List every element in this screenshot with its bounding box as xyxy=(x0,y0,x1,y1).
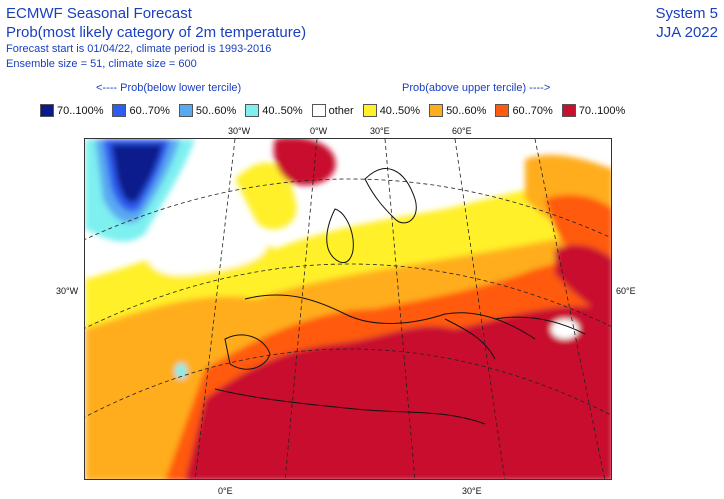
legend-above-heading: Prob(above upper tercile) ----> xyxy=(402,82,551,94)
system-label: System 5 xyxy=(655,5,718,22)
coast-iberia xyxy=(224,334,271,370)
lat-label-left-30w: 30°W xyxy=(56,286,79,296)
lon-label-bottom-0e: 0°E xyxy=(218,486,233,496)
color-legend: 70..100% 60..70% 50..60% 40..50% other 4… xyxy=(40,104,634,117)
region-blue-70 xyxy=(111,144,163,203)
coast-scandinavia xyxy=(364,168,417,224)
graticule xyxy=(85,139,611,479)
legend-label: 40..50% xyxy=(262,104,303,117)
graticule-line xyxy=(194,139,236,479)
region-red-south xyxy=(185,306,611,479)
ensemble-info: Ensemble size = 51, climate size = 600 xyxy=(6,58,197,70)
legend-swatch xyxy=(178,104,193,117)
legend-label: 70..100% xyxy=(578,104,626,117)
region-white-hole xyxy=(551,319,579,339)
legend-swatch xyxy=(112,104,127,117)
legend-label: 50..60% xyxy=(195,104,237,117)
region-cyan-spot xyxy=(175,363,187,379)
season-label: JJA 2022 xyxy=(656,24,718,41)
lon-label-top-60e: 60°E xyxy=(452,126,472,136)
map-canvas xyxy=(85,139,611,479)
legend-item: 50..60% xyxy=(429,104,486,117)
legend-swatch xyxy=(40,104,54,117)
coast-black-sea xyxy=(494,316,586,335)
probability-field xyxy=(85,139,611,479)
graticule-line xyxy=(85,348,611,418)
legend-item: 50..60% xyxy=(178,104,237,117)
forecast-map xyxy=(84,138,612,480)
coastlines xyxy=(214,168,586,425)
coast-balkans xyxy=(444,318,496,360)
legend-swatch xyxy=(362,104,377,117)
lon-label-top-0: 0°W xyxy=(310,126,328,136)
coast-north-africa xyxy=(214,388,486,425)
lon-label-top-30w: 30°W xyxy=(228,126,251,136)
legend-item: 60..70% xyxy=(495,104,553,117)
coast-mediterranean-north xyxy=(244,294,536,340)
legend-swatch xyxy=(245,104,260,117)
lon-label-top-30e: 30°E xyxy=(370,126,390,136)
legend-item: 70..100% xyxy=(561,104,626,117)
region-yellow-north xyxy=(235,162,297,230)
legend-label: 60..70% xyxy=(129,104,170,117)
graticule-line xyxy=(85,178,611,240)
legend-label: 60..70% xyxy=(512,104,553,117)
forecast-info: Forecast start is 01/04/22, climate peri… xyxy=(6,43,272,55)
chart-title: ECMWF Seasonal Forecast xyxy=(6,5,192,22)
coast-british-isles xyxy=(326,208,354,264)
legend-swatch xyxy=(561,104,576,117)
legend-item: 70..100% xyxy=(40,104,103,117)
title-block: ECMWF Seasonal Forecast Prob(most likely… xyxy=(6,4,306,72)
lat-label-right-60e: 60°E xyxy=(616,286,636,296)
lon-label-bottom-30e: 30°E xyxy=(462,486,482,496)
legend-label: other xyxy=(328,104,354,117)
legend-label: 40..50% xyxy=(379,104,421,117)
legend-item: 60..70% xyxy=(112,104,170,117)
region-red-east xyxy=(555,244,611,319)
legend-swatch xyxy=(495,104,510,117)
legend-below-heading: <---- Prob(below lower tercile) xyxy=(96,82,242,94)
chart-subtitle: Prob(most likely category of 2m temperat… xyxy=(6,24,307,41)
legend-item: 40..50% xyxy=(362,104,421,117)
legend-item: other xyxy=(311,104,354,117)
region-red-north xyxy=(273,139,336,186)
graticule-line xyxy=(534,139,605,479)
graticule-line xyxy=(284,139,318,479)
legend-item: 40..50% xyxy=(245,104,303,117)
legend-label: 50..60% xyxy=(446,104,487,117)
legend-swatch xyxy=(311,104,326,117)
graticule-line xyxy=(454,139,506,479)
legend-label: 70..100% xyxy=(57,104,104,117)
system-info: System 5 JJA 2022 xyxy=(655,4,718,42)
legend-swatch xyxy=(429,104,444,117)
graticule-line xyxy=(384,139,416,479)
region-white-atlantic xyxy=(145,228,267,276)
